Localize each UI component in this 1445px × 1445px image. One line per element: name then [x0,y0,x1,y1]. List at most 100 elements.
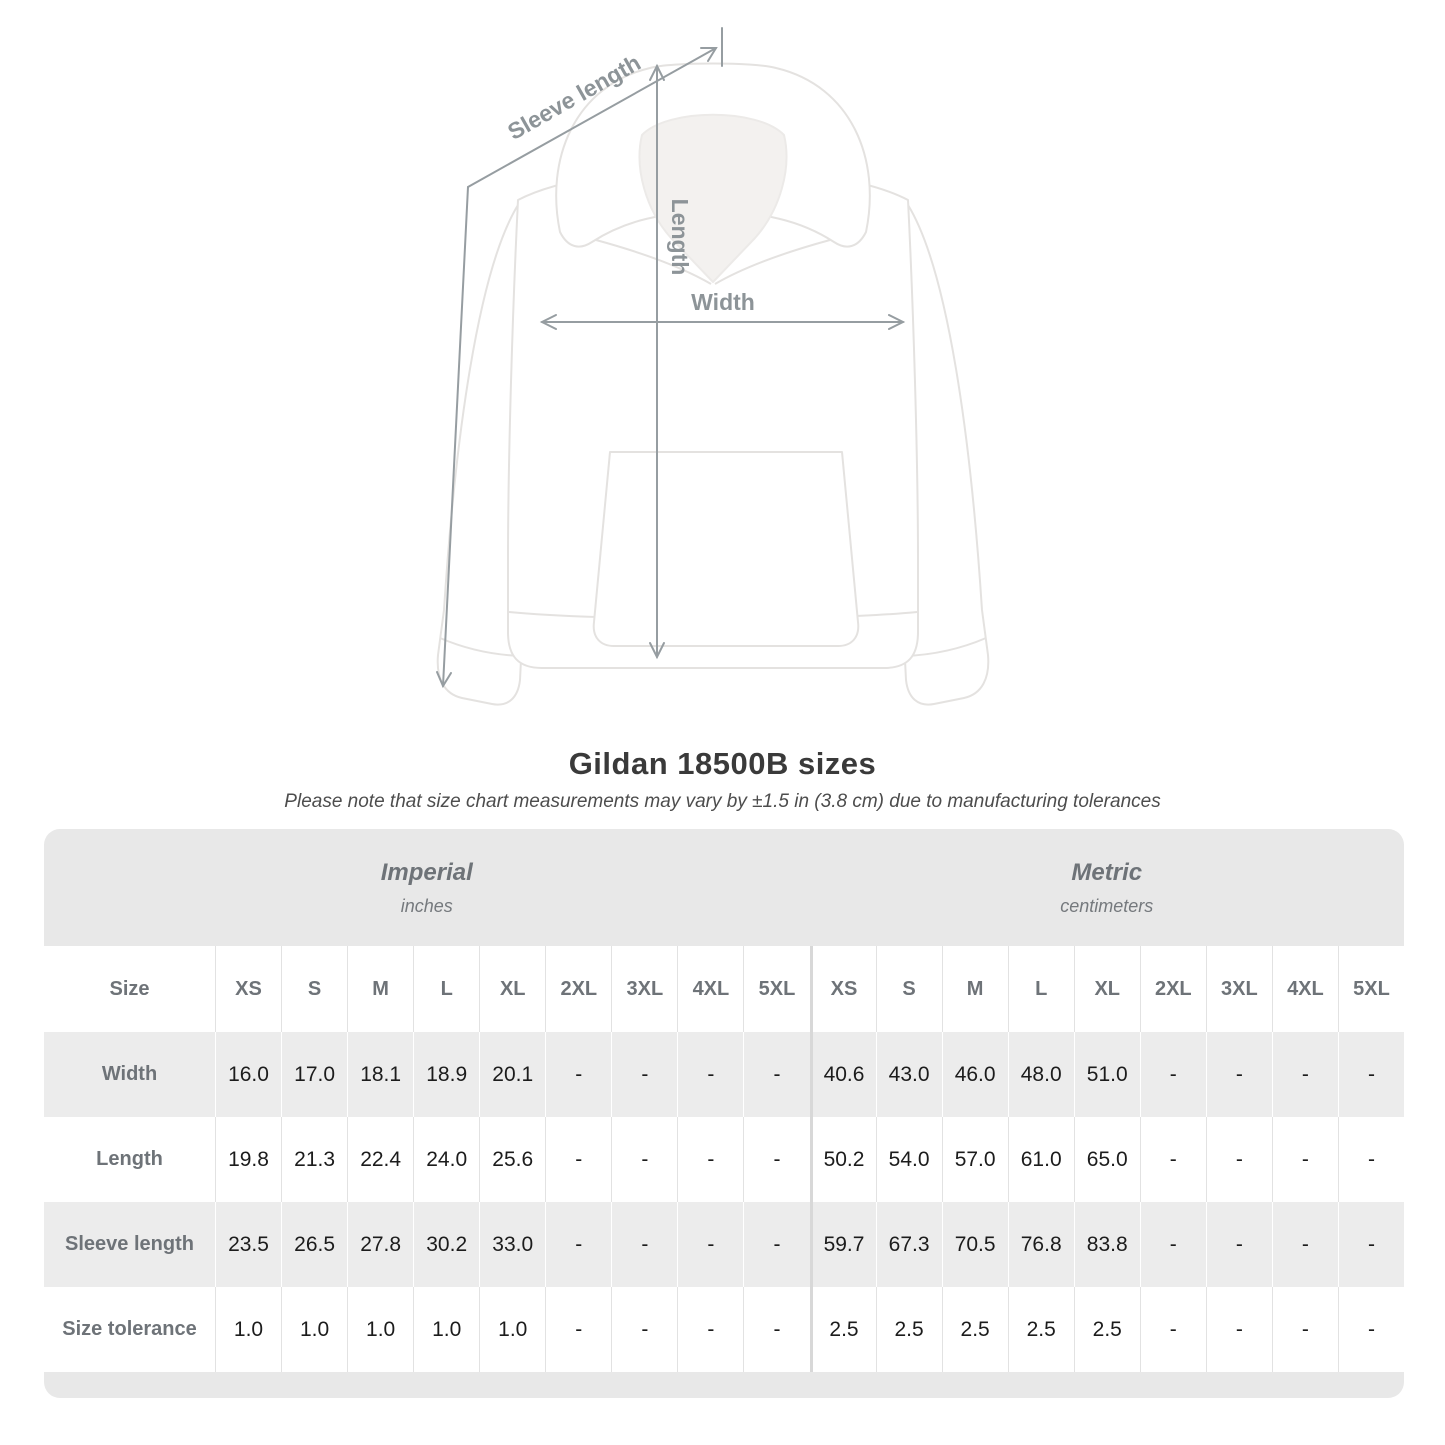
value-cell-imperial: 1.0 [479,1287,545,1372]
imperial-label: Imperial [380,858,473,886]
value-cell-metric: 2.5 [941,1287,1008,1372]
size-column-header-imperial-s: S [281,946,347,1032]
size-column-header-imperial-xl: XL [479,946,545,1032]
size-row-label: Size [109,977,150,1000]
hoodie-hood-front-seam-left [595,239,712,285]
value-cell-metric: 40.6 [809,1032,876,1117]
title-block: Gildan 18500B sizes Please note that siz… [0,746,1445,813]
page-title: Gildan 18500B sizes [568,746,877,781]
size-column-header-metric-2xl: 2XL [1139,946,1206,1032]
value-cell-imperial: 25.6 [479,1117,545,1202]
value-cell-metric: 46.0 [941,1032,1008,1117]
size-column-header-imperial-3xl: 3XL [611,946,677,1032]
value-cell-metric: - [1337,1202,1404,1287]
value-cell-imperial: 21.3 [281,1117,347,1202]
value-cell-metric: 83.8 [1073,1202,1140,1287]
imperial-unit-header: Imperial inches [44,859,810,917]
size-column-header-imperial-xs: XS [215,946,281,1032]
size-column-header-imperial-2xl: 2XL [545,946,611,1032]
value-cell-imperial: - [677,1032,743,1117]
value-cell-metric: - [1337,1117,1404,1202]
width-arrow [539,314,906,330]
value-cell-imperial: 33.0 [479,1202,545,1287]
value-cell-metric: - [1337,1032,1404,1117]
value-cell-imperial: - [611,1032,677,1117]
value-cell-imperial: 1.0 [413,1287,479,1372]
value-cell-imperial: 18.9 [413,1032,479,1117]
size-column-header-metric-4xl: 4XL [1271,946,1338,1032]
length-arrow [649,63,665,660]
size-column-header-metric-l: L [1007,946,1074,1032]
value-cell-metric: 2.5 [1007,1287,1074,1372]
value-cell-metric: 48.0 [1007,1032,1074,1117]
hoodie-measurement-diagram: Sleeve length Length Width [436,27,990,706]
length-label: Length [667,199,693,276]
value-cell-metric: 61.0 [1007,1117,1074,1202]
value-cell-imperial: 20.1 [479,1032,545,1117]
value-cell-imperial: - [611,1287,677,1372]
value-cell-imperial: - [611,1202,677,1287]
size-column-header-metric-xl: XL [1073,946,1140,1032]
value-cell-imperial: 27.8 [347,1202,413,1287]
size-column-header-imperial-5xl: 5XL [743,946,809,1032]
table-footer-band [44,1372,1404,1398]
table-row: Length 19.8 21.3 22.4 24.0 25.6- - - -50.2 54.0 57… [44,1117,1404,1202]
value-cell-imperial: - [545,1117,611,1202]
value-cell-imperial: 26.5 [281,1202,347,1287]
value-cell-metric: - [1337,1287,1404,1372]
value-cell-imperial: - [545,1202,611,1287]
measurement-arrows [436,27,906,689]
tolerance-note: Please note that size chart measurements… [284,791,1161,812]
value-cell-metric: 67.3 [875,1202,942,1287]
size-column-header-imperial-m: M [347,946,413,1032]
value-cell-imperial: - [677,1287,743,1372]
metric-unit-label: centimeters [1060,895,1154,916]
value-cell-metric: 59.7 [809,1202,876,1287]
value-cell-metric: - [1205,1202,1272,1287]
value-cell-metric: 57.0 [941,1117,1008,1202]
value-cell-imperial: 1.0 [281,1287,347,1372]
hoodie-pocket [592,451,860,647]
value-cell-imperial: 16.0 [215,1032,281,1117]
row-label-length: Length [96,1148,163,1170]
value-cell-metric: - [1205,1287,1272,1372]
hoodie-illustration [436,62,990,706]
value-cell-imperial: - [677,1117,743,1202]
value-cell-imperial: 24.0 [413,1117,479,1202]
value-cell-metric: - [1271,1287,1338,1372]
value-cell-imperial: - [545,1287,611,1372]
value-cell-imperial: 1.0 [347,1287,413,1372]
value-cell-metric: 2.5 [809,1287,876,1372]
value-cell-imperial: - [677,1202,743,1287]
value-cell-metric: 65.0 [1073,1117,1140,1202]
value-cell-imperial: 30.2 [413,1202,479,1287]
value-cell-metric: - [1139,1117,1206,1202]
size-column-header-imperial-4xl: 4XL [677,946,743,1032]
value-cell-metric: - [1139,1032,1206,1117]
value-cell-metric: - [1139,1287,1206,1372]
unit-header-row: Imperial inches Metric centimeters [44,829,1404,946]
value-cell-metric: 2.5 [1073,1287,1140,1372]
table-row: Sleeve length 23.5 26.5 27.8 30.2 33.0- - - -59.… [44,1202,1404,1287]
size-column-header-metric-m: M [941,946,1008,1032]
value-cell-metric: 51.0 [1073,1032,1140,1117]
row-label-width: Width [101,1063,158,1085]
value-cell-metric: - [1271,1202,1338,1287]
value-cell-metric: - [1205,1032,1272,1117]
hoodie-hood-lining [638,113,788,283]
width-label: Width [691,289,755,315]
size-column-header-metric-5xl: 5XL [1337,946,1404,1032]
value-cell-metric: - [1205,1117,1272,1202]
value-cell-imperial: - [545,1032,611,1117]
value-cell-imperial: 1.0 [215,1287,281,1372]
value-cell-metric: 43.0 [875,1032,942,1117]
value-cell-imperial: 19.8 [215,1117,281,1202]
metric-unit-header: Metric centimeters [810,859,1405,917]
size-column-header-metric-xs: XS [809,946,876,1032]
table-rows: Size XS S M L XL 2XL 3XL 4XL 5XL XS S M L XL 2XL 3XL 4XL 5… [44,946,1404,1372]
value-cell-imperial: - [611,1117,677,1202]
size-column-header-metric-3xl: 3XL [1205,946,1272,1032]
value-cell-metric: 54.0 [875,1117,942,1202]
value-cell-imperial: - [743,1202,809,1287]
